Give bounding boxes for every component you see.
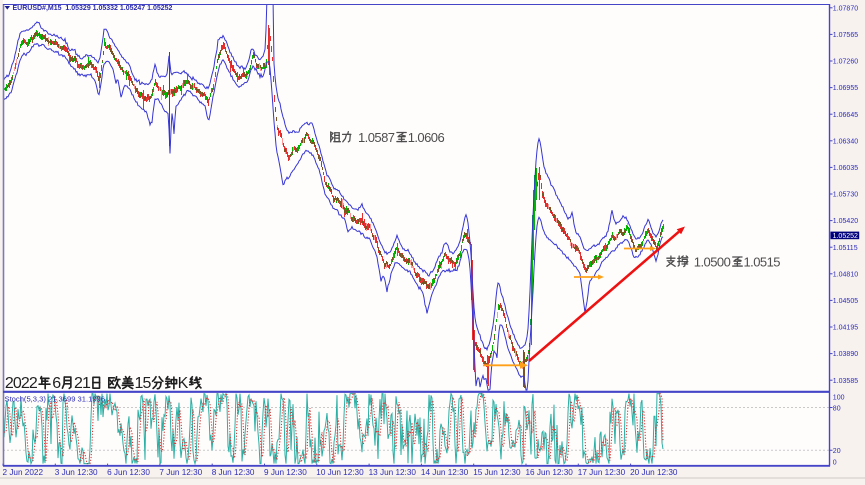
- svg-text:80: 80: [833, 405, 841, 412]
- svg-text:1.07870: 1.07870: [833, 5, 858, 12]
- svg-text:1.07260: 1.07260: [833, 59, 858, 66]
- svg-text:0: 0: [833, 459, 837, 466]
- svg-text:1.03890: 1.03890: [833, 351, 858, 358]
- svg-text:6 Jun 12:30: 6 Jun 12:30: [107, 468, 150, 477]
- svg-text:1.04195: 1.04195: [833, 325, 858, 332]
- svg-text:8 Jun 12:30: 8 Jun 12:30: [212, 468, 255, 477]
- svg-text:1.0515: 1.0515: [744, 255, 781, 270]
- svg-text:6: 6: [52, 375, 61, 392]
- svg-text:17 Jun 12:30: 17 Jun 12:30: [578, 468, 626, 477]
- svg-text:100: 100: [833, 394, 845, 401]
- svg-text:K: K: [178, 375, 189, 392]
- svg-text:13 Jun 12:30: 13 Jun 12:30: [369, 468, 417, 477]
- svg-text:14 Jun 12:30: 14 Jun 12:30: [421, 468, 469, 477]
- svg-text:3 Jun 12:30: 3 Jun 12:30: [55, 468, 98, 477]
- svg-text:1.05730: 1.05730: [833, 192, 858, 199]
- svg-text:7 Jun 12:30: 7 Jun 12:30: [159, 468, 202, 477]
- svg-text:1.0606: 1.0606: [408, 130, 445, 145]
- svg-text:1.06645: 1.06645: [833, 112, 858, 119]
- svg-text:10 Jun 12:30: 10 Jun 12:30: [316, 468, 364, 477]
- svg-text:1.06340: 1.06340: [833, 138, 858, 145]
- svg-text:1.05420: 1.05420: [833, 218, 858, 225]
- svg-text:EURUSD#,M15 1.05329 1.05332 1: EURUSD#,M15 1.05329 1.05332 1.05247 1.05…: [13, 5, 173, 12]
- svg-text:Stoch(5,3,3) 21.3699 31.1996: Stoch(5,3,3) 21.3699 31.1996: [5, 394, 105, 403]
- svg-text:16 Jun 12:30: 16 Jun 12:30: [526, 468, 574, 477]
- svg-text:15 Jun 12:30: 15 Jun 12:30: [473, 468, 521, 477]
- svg-text:1.06955: 1.06955: [833, 85, 858, 92]
- svg-text:1.0587: 1.0587: [358, 130, 395, 145]
- svg-text:1.05115: 1.05115: [833, 245, 858, 252]
- svg-text:20: 20: [833, 448, 841, 455]
- svg-text:1.0500: 1.0500: [694, 255, 731, 270]
- svg-text:1.03585: 1.03585: [833, 378, 858, 385]
- svg-text:1.05252: 1.05252: [833, 233, 858, 240]
- svg-text:20 Jun 12:30: 20 Jun 12:30: [630, 468, 678, 477]
- svg-text:9 Jun 12:30: 9 Jun 12:30: [264, 468, 307, 477]
- svg-text:15: 15: [135, 375, 152, 392]
- svg-text:1.07565: 1.07565: [833, 32, 858, 39]
- svg-text:2 Jun 2022: 2 Jun 2022: [3, 468, 44, 477]
- svg-text:1.04810: 1.04810: [833, 271, 858, 278]
- svg-text:1.06035: 1.06035: [833, 165, 858, 172]
- svg-text:2022: 2022: [5, 375, 38, 392]
- svg-text:1.04505: 1.04505: [833, 298, 858, 305]
- svg-text:21: 21: [74, 375, 91, 392]
